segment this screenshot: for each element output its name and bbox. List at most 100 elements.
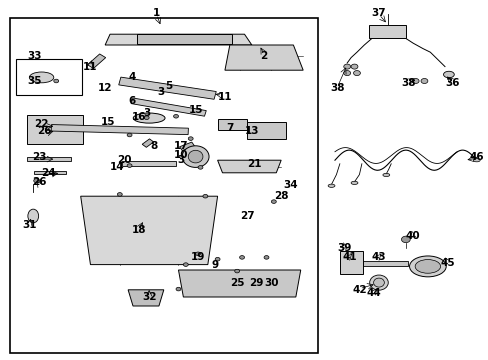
Circle shape — [343, 71, 350, 76]
Polygon shape — [105, 34, 251, 45]
Text: 32: 32 — [142, 292, 156, 302]
Polygon shape — [122, 161, 176, 166]
Circle shape — [350, 64, 357, 69]
Ellipse shape — [350, 181, 357, 185]
Circle shape — [234, 269, 239, 273]
Text: 3: 3 — [143, 108, 150, 118]
Polygon shape — [137, 34, 232, 44]
Text: 7: 7 — [225, 123, 233, 133]
Text: 29: 29 — [249, 278, 264, 288]
Circle shape — [239, 256, 244, 259]
Ellipse shape — [369, 275, 387, 290]
Circle shape — [195, 252, 200, 256]
Polygon shape — [217, 119, 246, 130]
Ellipse shape — [373, 278, 384, 287]
Polygon shape — [34, 171, 66, 174]
Polygon shape — [128, 290, 163, 306]
Text: 18: 18 — [132, 225, 146, 235]
Text: 23: 23 — [32, 152, 46, 162]
Text: 36: 36 — [444, 78, 459, 88]
Circle shape — [264, 256, 268, 259]
Text: 11: 11 — [217, 92, 232, 102]
Text: 25: 25 — [229, 278, 244, 288]
Polygon shape — [51, 125, 188, 135]
Text: 3: 3 — [177, 155, 184, 165]
Text: 4: 4 — [128, 72, 136, 82]
Circle shape — [203, 194, 207, 198]
Polygon shape — [27, 115, 83, 144]
Ellipse shape — [327, 184, 334, 188]
Text: 26: 26 — [37, 126, 51, 136]
Circle shape — [215, 257, 220, 261]
Polygon shape — [131, 98, 206, 116]
Polygon shape — [119, 77, 216, 99]
Text: 33: 33 — [27, 51, 41, 61]
Text: 20: 20 — [117, 155, 132, 165]
Text: 9: 9 — [211, 260, 218, 270]
Polygon shape — [179, 142, 194, 150]
Text: 24: 24 — [41, 168, 56, 178]
Text: 34: 34 — [283, 180, 298, 190]
Polygon shape — [224, 45, 303, 70]
Text: 26: 26 — [32, 177, 46, 187]
Ellipse shape — [382, 174, 389, 177]
Ellipse shape — [29, 72, 54, 83]
Circle shape — [127, 133, 132, 137]
Text: 38: 38 — [400, 78, 415, 88]
Circle shape — [420, 78, 427, 84]
Text: 38: 38 — [329, 83, 344, 93]
Bar — [16, 59, 82, 95]
Text: 43: 43 — [371, 252, 386, 262]
Text: 2: 2 — [260, 51, 267, 61]
Polygon shape — [142, 139, 153, 147]
Circle shape — [176, 287, 181, 291]
Text: 3: 3 — [158, 87, 164, 97]
Bar — [339, 251, 363, 274]
Ellipse shape — [182, 146, 209, 167]
Polygon shape — [27, 157, 71, 161]
Polygon shape — [178, 270, 300, 297]
Text: 41: 41 — [342, 252, 356, 262]
Text: 21: 21 — [246, 159, 261, 169]
Text: 28: 28 — [273, 191, 288, 201]
Text: 35: 35 — [27, 76, 41, 86]
Circle shape — [54, 79, 59, 83]
Ellipse shape — [28, 209, 39, 223]
Text: 1: 1 — [153, 8, 160, 18]
Ellipse shape — [414, 260, 440, 273]
Text: 27: 27 — [239, 211, 254, 221]
Polygon shape — [87, 54, 105, 68]
Circle shape — [34, 179, 40, 183]
Text: 8: 8 — [150, 141, 157, 151]
Text: 12: 12 — [98, 83, 112, 93]
Ellipse shape — [443, 71, 453, 78]
Text: 5: 5 — [165, 81, 172, 91]
Circle shape — [144, 116, 149, 120]
Polygon shape — [81, 196, 217, 265]
Text: 14: 14 — [110, 162, 124, 172]
Polygon shape — [217, 160, 281, 173]
Ellipse shape — [133, 113, 164, 123]
Text: 39: 39 — [337, 243, 351, 253]
Ellipse shape — [409, 256, 445, 277]
Circle shape — [198, 166, 203, 169]
Circle shape — [127, 164, 132, 167]
Text: 10: 10 — [173, 150, 188, 160]
Polygon shape — [246, 122, 285, 139]
Text: 15: 15 — [188, 105, 203, 115]
Text: 13: 13 — [244, 126, 259, 136]
Text: 46: 46 — [468, 152, 483, 162]
Text: 19: 19 — [190, 252, 205, 262]
Circle shape — [411, 78, 418, 84]
Text: 40: 40 — [405, 231, 420, 241]
Text: 17: 17 — [173, 141, 188, 151]
Circle shape — [401, 236, 409, 243]
Text: 11: 11 — [83, 62, 98, 72]
Text: 30: 30 — [264, 278, 278, 288]
Bar — [368, 25, 405, 38]
Text: 15: 15 — [100, 117, 115, 127]
Polygon shape — [363, 261, 407, 266]
Circle shape — [343, 64, 350, 69]
Ellipse shape — [472, 158, 479, 162]
Circle shape — [173, 114, 178, 118]
